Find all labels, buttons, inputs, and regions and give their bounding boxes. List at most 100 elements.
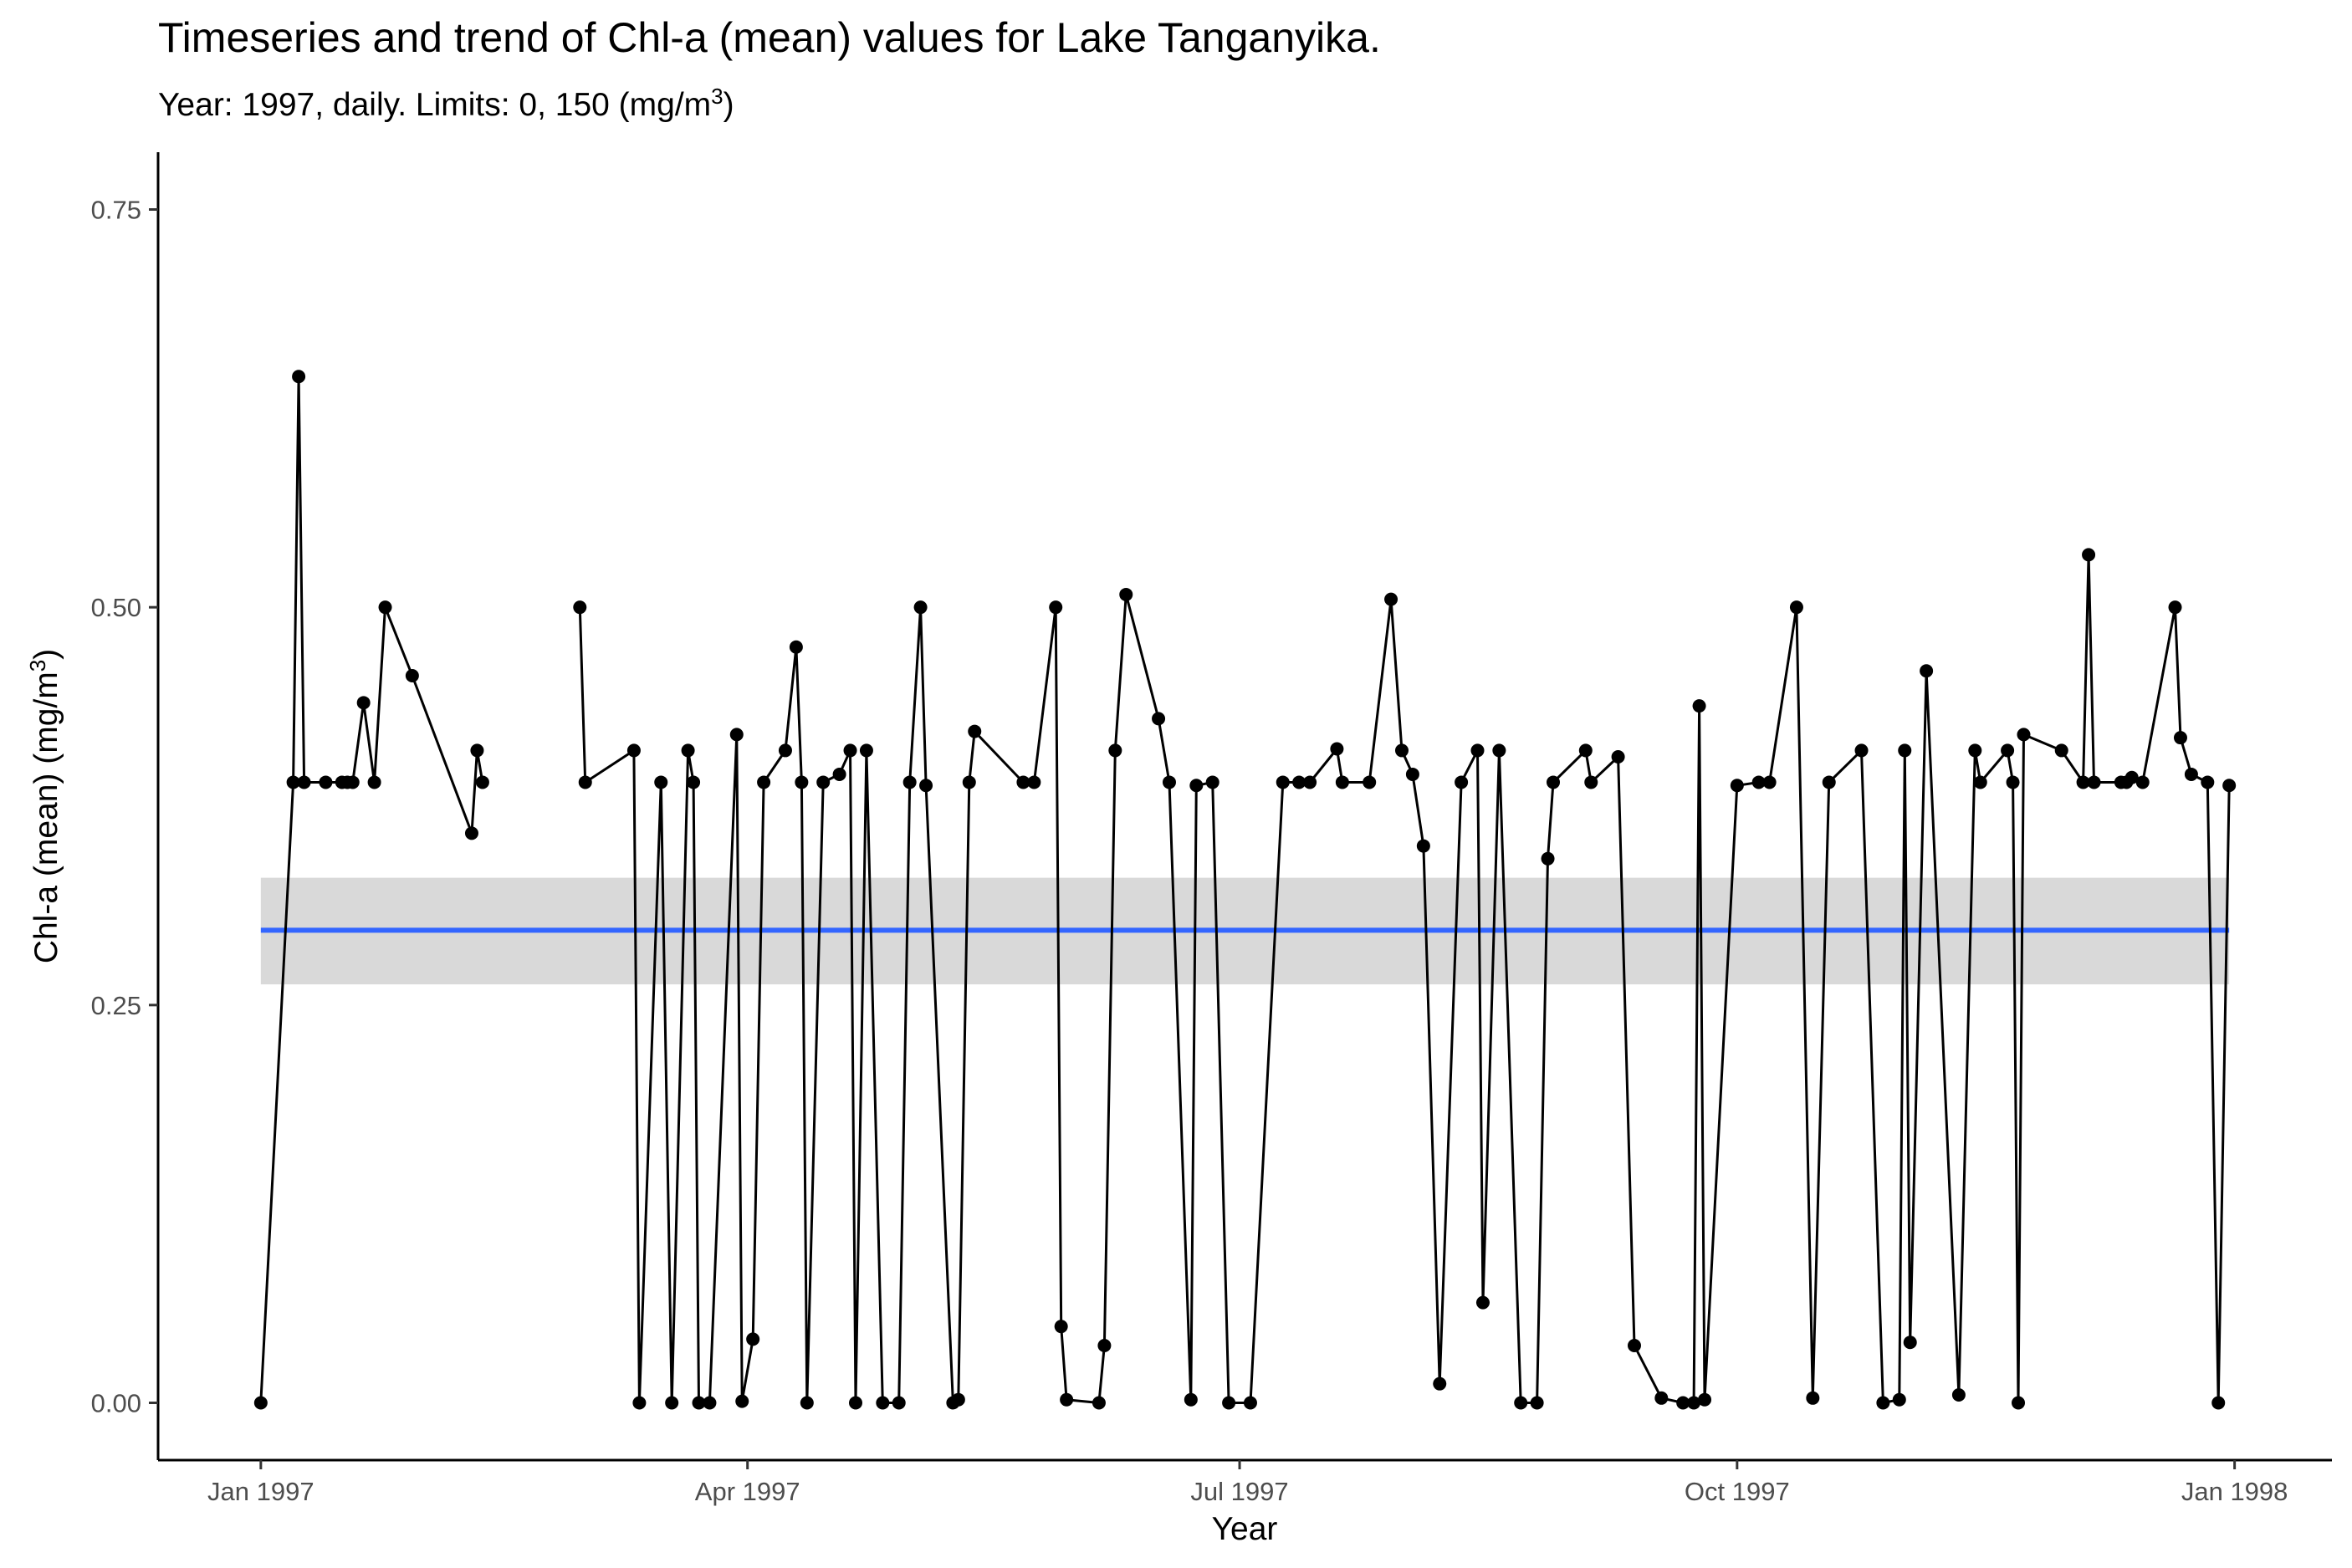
data-point-1-2 xyxy=(286,775,300,789)
data-point-2-60 xyxy=(1455,775,1469,789)
data-point-2-6 xyxy=(665,1396,679,1410)
data-point-2-46 xyxy=(1205,775,1219,789)
data-point-2-63 xyxy=(1492,743,1506,758)
data-point-2-55 xyxy=(1384,592,1398,606)
data-point-2-65 xyxy=(1530,1396,1544,1410)
data-point-2-84 xyxy=(1876,1396,1890,1410)
data-point-2-73 xyxy=(1676,1396,1690,1410)
data-point-2-18 xyxy=(800,1396,814,1410)
x-axis-title: Year xyxy=(1212,1511,1278,1547)
y-axis-title-suffix: ) xyxy=(28,649,64,660)
y-tick-label-3: 0.50 xyxy=(91,593,141,622)
data-point-1-15 xyxy=(475,775,489,789)
data-point-2-20 xyxy=(832,767,846,781)
y-axis-title: Chl-a (mean) (mg/m3) xyxy=(25,649,64,963)
data-point-2-87 xyxy=(1903,1336,1917,1350)
data-point-2-106 xyxy=(2184,767,2198,781)
data-point-2-21 xyxy=(843,743,857,758)
data-point-2-76 xyxy=(1698,1392,1712,1407)
data-point-2-23 xyxy=(859,743,873,758)
data-point-2-26 xyxy=(902,775,917,789)
data-point-1-13 xyxy=(464,826,478,840)
data-point-2-93 xyxy=(2006,775,2020,789)
data-point-2-33 xyxy=(1016,775,1030,789)
data-point-2-108 xyxy=(2211,1396,2226,1410)
data-point-2-37 xyxy=(1060,1392,1074,1407)
data-point-2-28 xyxy=(919,779,933,793)
y-tick-label-1: 0.00 xyxy=(91,1389,141,1418)
data-point-2-45 xyxy=(1189,779,1204,793)
data-point-2-19 xyxy=(816,775,831,789)
y-tick-label-4: 0.75 xyxy=(91,195,141,224)
data-point-2-99 xyxy=(2087,775,2101,789)
data-point-2-7 xyxy=(681,743,695,758)
data-point-2-107 xyxy=(2201,775,2215,789)
data-point-2-105 xyxy=(2173,731,2187,745)
x-tick-label-4: Oct 1997 xyxy=(1685,1477,1790,1506)
data-point-2-25 xyxy=(892,1396,906,1410)
data-point-2-32 xyxy=(968,724,982,738)
data-point-2-41 xyxy=(1119,587,1133,601)
data-point-2-53 xyxy=(1335,775,1349,789)
data-point-2-14 xyxy=(757,775,771,789)
data-point-2-61 xyxy=(1470,743,1485,758)
data-point-2-59 xyxy=(1433,1376,1447,1391)
data-point-2-78 xyxy=(1751,775,1766,789)
data-point-2-31 xyxy=(962,775,976,789)
x-tick-label-3: Jul 1997 xyxy=(1190,1477,1288,1506)
y-axis-ticks: 0.00 0.25 0.50 0.75 xyxy=(91,195,158,1418)
data-point-2-44 xyxy=(1184,1392,1198,1407)
data-point-2-17 xyxy=(795,775,809,789)
data-point-2-16 xyxy=(789,640,803,654)
chart-title: Timeseries and trend of Chl-a (mean) val… xyxy=(158,14,1381,61)
data-point-2-98 xyxy=(2082,548,2096,562)
data-point-2-109 xyxy=(2222,779,2237,793)
y-axis-title-superscript: 3 xyxy=(25,660,50,672)
data-point-2-30 xyxy=(951,1392,965,1407)
data-point-2-4 xyxy=(632,1396,647,1410)
data-point-2-5 xyxy=(654,775,668,789)
data-point-2-8 xyxy=(687,775,701,789)
data-point-2-48 xyxy=(1243,1396,1257,1410)
x-tick-label-2: Apr 1997 xyxy=(695,1477,800,1506)
chart-subtitle: Year: 1997, daily. Limits: 0, 150 (mg/m3… xyxy=(158,84,734,123)
data-point-2-103 xyxy=(2135,775,2150,789)
chart-subtitle-text: Year: 1997, daily. Limits: 0, 150 (mg/m xyxy=(158,87,711,123)
data-point-2-92 xyxy=(2001,743,2015,758)
data-point-2-80 xyxy=(1789,600,1803,615)
data-point-2-71 xyxy=(1627,1339,1641,1353)
data-point-2-38 xyxy=(1092,1396,1106,1410)
data-point-1-10 xyxy=(367,775,381,789)
data-point-2-62 xyxy=(1475,1295,1490,1310)
x-tick-label-5: Jan 1998 xyxy=(2181,1477,2288,1506)
data-point-2-27 xyxy=(913,600,928,615)
x-tick-label-1: Jan 1997 xyxy=(207,1477,314,1506)
data-point-2-47 xyxy=(1222,1396,1236,1410)
y-tick-label-2: 0.25 xyxy=(91,991,141,1020)
data-point-2-81 xyxy=(1806,1391,1820,1405)
data-point-2-104 xyxy=(2168,600,2182,615)
data-point-2-97 xyxy=(2076,775,2090,789)
data-point-2-50 xyxy=(1292,775,1306,789)
data-point-2-69 xyxy=(1584,775,1598,789)
data-point-2-43 xyxy=(1162,775,1176,789)
data-point-2-67 xyxy=(1547,775,1561,789)
trend-layer xyxy=(260,877,2230,985)
data-point-2-42 xyxy=(1152,712,1166,726)
data-point-2-11 xyxy=(729,728,744,742)
y-axis-title-text: Chl-a (mean) (mg/m xyxy=(28,672,64,963)
x-axis-ticks: Jan 1997 Apr 1997 Jul 1997 Oct 1997 Jan 1998 xyxy=(207,1460,2288,1506)
data-point-1-8 xyxy=(345,775,360,789)
data-point-1-3 xyxy=(292,370,306,384)
data-point-1-5 xyxy=(319,775,333,789)
data-point-2-40 xyxy=(1108,743,1122,758)
point-layer xyxy=(253,370,2237,1410)
data-point-2-102 xyxy=(2124,770,2139,784)
data-point-2-88 xyxy=(1920,664,1934,678)
data-point-2-3 xyxy=(626,743,641,758)
data-point-2-95 xyxy=(2017,728,2031,742)
data-point-2-70 xyxy=(1611,750,1625,764)
data-point-2-9 xyxy=(692,1396,706,1410)
data-point-2-94 xyxy=(2012,1396,2026,1410)
